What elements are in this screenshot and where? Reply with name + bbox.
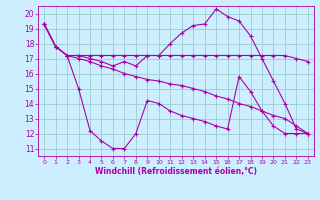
X-axis label: Windchill (Refroidissement éolien,°C): Windchill (Refroidissement éolien,°C) [95, 167, 257, 176]
